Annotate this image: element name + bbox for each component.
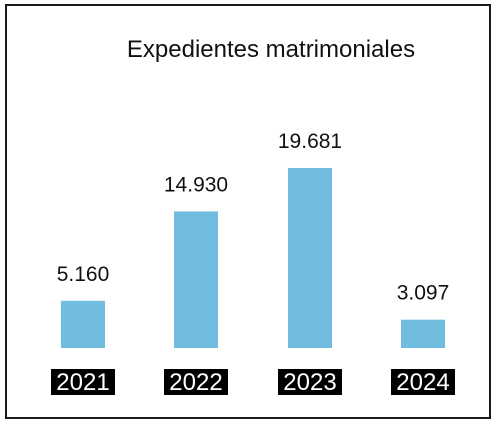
category-label-bg-2024 bbox=[391, 369, 455, 395]
bar-2022 bbox=[174, 211, 218, 348]
bar-2024 bbox=[401, 319, 445, 348]
value-label-2021: 5.160 bbox=[57, 263, 110, 286]
category-label-bg-2021 bbox=[51, 369, 115, 395]
bar-2023 bbox=[288, 168, 332, 348]
bars-group: 5.160 2021 14.930 2022 19.681 2023 3.097 2024 bbox=[51, 130, 455, 396]
value-label-2022: 14.930 bbox=[164, 173, 228, 196]
category-label-2022: 2022 bbox=[169, 369, 222, 396]
chart-title: Expedientes matrimoniales bbox=[127, 36, 415, 63]
value-label-2024: 3.097 bbox=[397, 282, 450, 305]
bar-2021 bbox=[61, 300, 105, 348]
category-label-bg-2023 bbox=[278, 369, 342, 395]
value-label-2023: 19.681 bbox=[278, 130, 342, 153]
category-label-2023: 2023 bbox=[283, 369, 336, 396]
category-label-bg-2022 bbox=[164, 369, 228, 395]
chart-frame bbox=[5, 4, 491, 419]
category-label-2021: 2021 bbox=[56, 369, 109, 396]
category-label-2024: 2024 bbox=[396, 369, 449, 396]
